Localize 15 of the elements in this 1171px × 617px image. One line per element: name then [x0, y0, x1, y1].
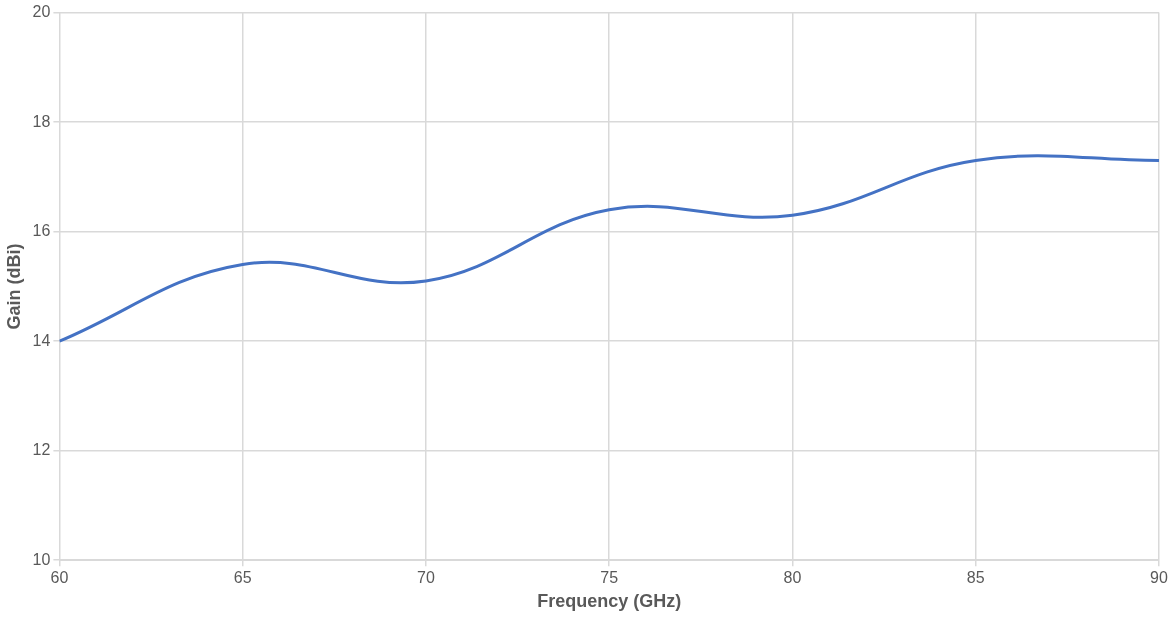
y-tick-label: 14: [32, 331, 51, 349]
y-axis-title: Gain (dBi): [3, 243, 24, 330]
x-tick-label: 85: [966, 569, 985, 587]
x-axis-title: Frequency (GHz): [537, 591, 682, 612]
y-tick-label: 12: [32, 441, 51, 459]
y-tick-label: 18: [32, 112, 51, 130]
x-tick-label: 70: [417, 569, 435, 587]
x-tick-label: 75: [600, 569, 619, 587]
x-tick-label: 80: [783, 569, 802, 587]
y-tick-label: 20: [32, 3, 51, 21]
y-tick-label: 10: [32, 550, 51, 568]
x-tick-label: 65: [233, 569, 252, 587]
y-tick-label: 16: [32, 222, 51, 240]
x-tick-label: 60: [50, 569, 69, 587]
x-tick-label: 90: [1150, 569, 1168, 587]
